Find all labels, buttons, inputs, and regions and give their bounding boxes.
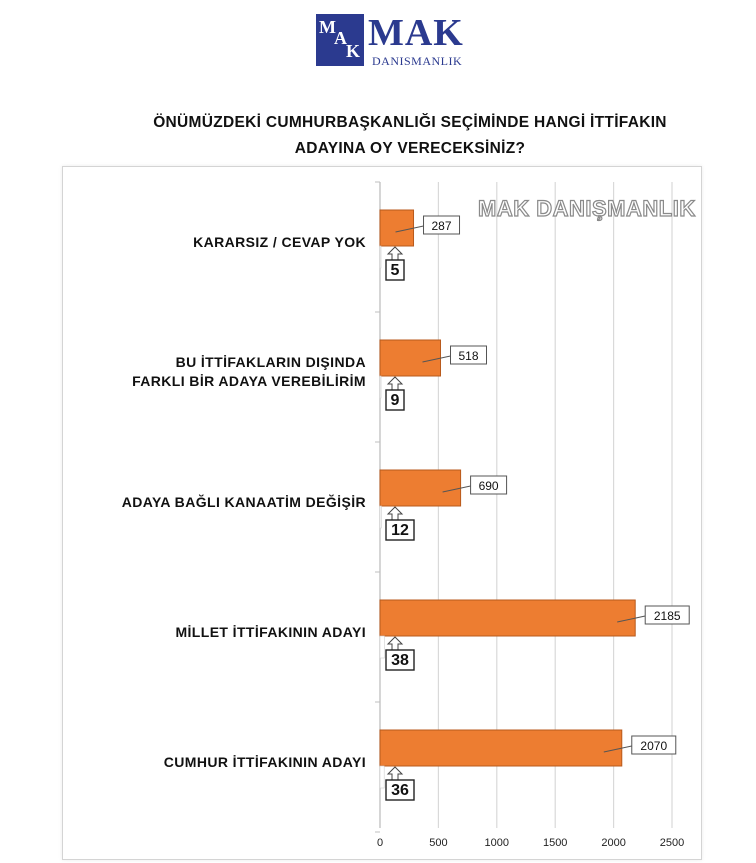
data-label-leader — [603, 745, 632, 753]
small-value-box — [385, 259, 405, 281]
watermark: MAK DANIŞMANLIK — [477, 195, 696, 221]
data-label-box — [470, 475, 508, 495]
data-label: 2070 — [640, 739, 667, 753]
bar — [379, 599, 636, 637]
small-value-label: 38 — [391, 652, 409, 669]
small-value-box — [385, 779, 415, 801]
data-label-leader — [617, 615, 646, 623]
logo-name: MAK — [368, 12, 464, 54]
bar — [379, 209, 415, 247]
bar — [379, 729, 623, 767]
data-label-leader — [395, 225, 424, 233]
x-tick-label: 2000 — [601, 837, 625, 849]
data-label: 690 — [479, 479, 499, 493]
data-label: 2185 — [654, 609, 681, 623]
chart-title-line-1: ÖNÜMÜZDEKİ CUMHURBAŞKANLIĞI SEÇİMİNDE HA… — [153, 114, 667, 131]
data-label-box — [423, 215, 461, 235]
data-label-box — [644, 605, 690, 625]
data-label-box — [450, 345, 488, 365]
logo-mark: M A K — [316, 14, 364, 66]
x-tick-label: 500 — [429, 837, 447, 849]
data-label: 287 — [432, 219, 452, 233]
logo-mark-m: M — [319, 17, 336, 37]
category-label-line: ADAYA BAĞLI KANAATİM DEĞİŞİR — [121, 493, 366, 510]
x-tick-label: 1500 — [543, 837, 567, 849]
category-label: KARARSIZ / CEVAP YOK — [193, 233, 366, 252]
category-label: BU İTTİFAKLARIN DIŞINDA FARKLI BİR ADAYA … — [132, 353, 366, 391]
category-label: ADAYA BAĞLI KANAATİM DEĞİŞİR — [122, 493, 366, 512]
bar-small — [379, 765, 385, 789]
small-value-label: 5 — [391, 262, 400, 279]
small-value-arrow — [386, 636, 404, 650]
chart-title: ÖNÜMÜZDEKİ CUMHURBAŞKANLIĞI SEÇİMİNDE HA… — [60, 110, 756, 162]
mak-logo: M A K MAK DANISMANLIK — [316, 14, 466, 72]
bar — [379, 339, 442, 377]
category-label-line: KARARSIZ / CEVAP YOK — [193, 233, 366, 250]
category-label-line: BU İTTİFAKLARIN DIŞINDA — [175, 354, 366, 370]
category-label: CUMHUR İTTİFAKININ ADAYI — [164, 753, 366, 772]
small-value-label: 9 — [391, 392, 400, 409]
bar-small — [379, 375, 382, 399]
small-value-box — [385, 519, 415, 541]
category-label-line: CUMHUR İTTİFAKININ ADAYI — [163, 753, 366, 770]
x-tick-label: 1000 — [485, 837, 509, 849]
small-value-arrow — [386, 246, 404, 260]
x-tick-label: 2500 — [660, 837, 684, 849]
category-label-line: MİLLET İTTİFAKININ ADAYI — [175, 623, 366, 640]
small-value-label: 12 — [391, 522, 409, 539]
category-label-line: FARKLI BİR ADAYA VEREBİLİRİM — [132, 373, 366, 389]
data-label: 518 — [458, 349, 478, 363]
bar-small — [379, 635, 385, 659]
small-value-arrow — [386, 506, 404, 520]
logo-subtitle: DANISMANLIK — [372, 54, 463, 68]
small-value-arrow — [386, 376, 404, 390]
chart-title-line-2: ADAYINA OY VERECEKSİNİZ? — [294, 140, 526, 157]
x-tick-label: 0 — [377, 837, 383, 849]
small-value-box — [385, 389, 405, 411]
data-label-box — [631, 735, 677, 755]
category-label: MİLLET İTTİFAKININ ADAYI — [175, 623, 366, 642]
bar-small — [379, 505, 382, 529]
data-label-leader — [442, 485, 471, 493]
logo-mark-a: A — [334, 28, 347, 48]
small-value-box — [385, 649, 415, 671]
bar-small — [379, 245, 382, 269]
chart-frame — [62, 166, 702, 860]
small-value-label: 36 — [391, 782, 409, 799]
bar — [379, 469, 462, 507]
data-label-leader — [422, 355, 451, 363]
logo-mark-k: K — [346, 41, 361, 61]
small-value-arrow — [386, 766, 404, 780]
